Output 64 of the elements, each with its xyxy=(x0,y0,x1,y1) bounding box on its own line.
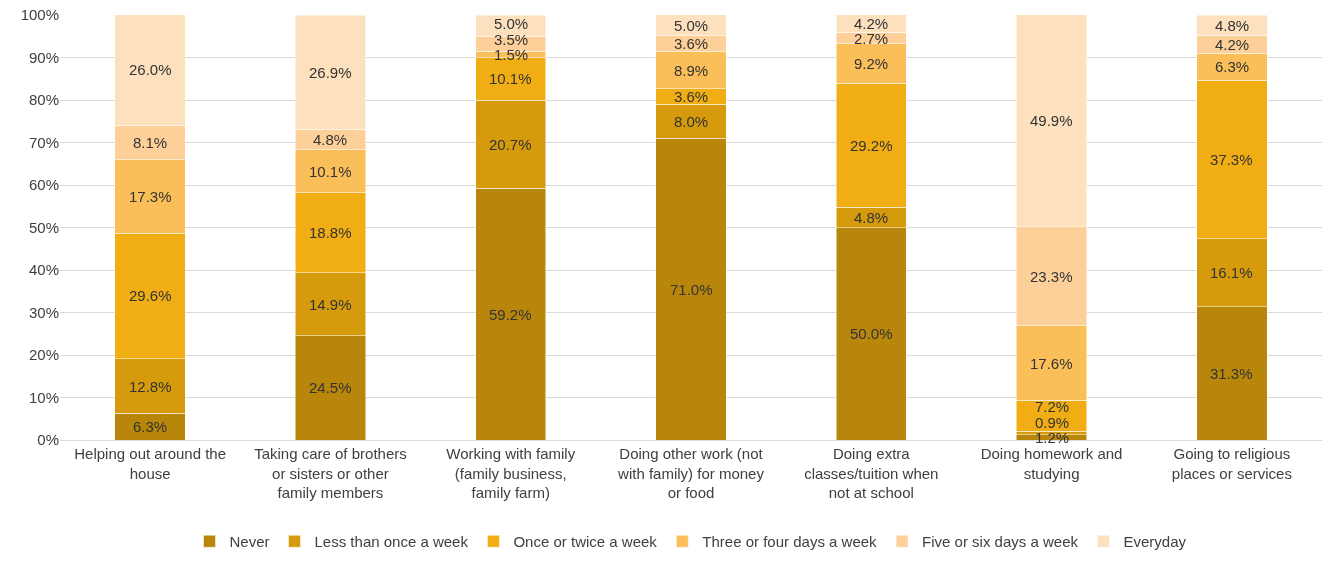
data-label: 2.7% xyxy=(854,30,889,47)
x-tick-label: Working with family (family business, family farm) xyxy=(446,445,576,501)
data-label: 24.5% xyxy=(309,379,352,396)
legend-label: Five or six days a week xyxy=(922,533,1079,551)
data-label: 26.9% xyxy=(309,64,352,81)
y-tick-label: 0% xyxy=(37,431,59,449)
data-label: 59.2% xyxy=(489,306,532,323)
y-tick-label: 90% xyxy=(28,48,59,66)
data-label: 4.8% xyxy=(1215,17,1250,34)
data-label: 29.6% xyxy=(129,287,172,304)
data-label: 5.0% xyxy=(494,15,529,32)
y-tick-label: 70% xyxy=(28,133,59,151)
data-label: 37.3% xyxy=(1210,151,1253,168)
legend-label: Less than once a week xyxy=(314,533,469,551)
data-label: 31.3% xyxy=(1210,365,1253,382)
x-tick-label: Doing homework and studying xyxy=(980,445,1123,482)
data-label: 6.3% xyxy=(133,418,168,435)
y-tick-label: 30% xyxy=(28,303,59,321)
data-label: 49.9% xyxy=(1030,112,1073,129)
y-tick-label: 10% xyxy=(28,388,59,406)
y-tick-label: 40% xyxy=(28,261,59,279)
legend-label: Everyday xyxy=(1123,533,1187,551)
data-label: 4.2% xyxy=(1215,36,1250,53)
data-label: 4.2% xyxy=(854,15,889,32)
data-label: 10.1% xyxy=(489,70,532,87)
legend-label: Never xyxy=(229,533,270,551)
y-tick-label: 20% xyxy=(28,346,59,364)
data-label: 29.2% xyxy=(850,137,893,154)
data-label: 3.6% xyxy=(674,88,709,105)
data-label: 6.3% xyxy=(1215,58,1250,75)
y-tick-label: 50% xyxy=(28,218,59,236)
data-label: 12.8% xyxy=(129,378,172,395)
data-label: 10.1% xyxy=(309,163,352,180)
data-label: 50.0% xyxy=(850,325,893,342)
x-tick-label: Doing extra classes/tuition when not at school xyxy=(804,445,939,501)
data-label: 26.0% xyxy=(129,61,172,78)
legend-label: Once or twice a week xyxy=(513,533,658,551)
y-tick-label: 60% xyxy=(28,176,59,194)
data-label: 7.2% xyxy=(1035,398,1070,415)
x-tick-label: Going to religious places or services xyxy=(1171,445,1292,482)
data-label: 17.6% xyxy=(1030,355,1073,372)
legend-label: Three or four days a week xyxy=(702,533,878,551)
y-tick-label: 100% xyxy=(20,6,59,24)
data-label: 8.1% xyxy=(133,134,168,151)
data-label: 3.5% xyxy=(494,31,529,48)
data-label: 18.8% xyxy=(309,224,352,241)
data-label: 8.9% xyxy=(674,62,709,79)
data-label: 14.9% xyxy=(309,296,352,313)
data-label: 71.0% xyxy=(670,281,713,298)
data-label: 16.1% xyxy=(1210,264,1253,281)
data-label: 5.0% xyxy=(674,17,709,34)
x-tick-label: Taking care of brothers or sisters or other family members xyxy=(254,445,407,501)
y-tick-label: 80% xyxy=(28,91,59,109)
x-tick-label: Helping out around the house xyxy=(74,445,227,482)
x-tick-label: Doing other work (not with family) for money or food xyxy=(617,445,765,501)
data-label: 4.8% xyxy=(854,209,889,226)
data-label: 4.8% xyxy=(313,131,348,148)
data-label: 20.7% xyxy=(489,136,532,153)
data-label: 8.0% xyxy=(674,113,709,130)
data-label: 3.6% xyxy=(674,35,709,52)
data-label: 23.3% xyxy=(1030,268,1073,285)
data-label: 0.9% xyxy=(1035,414,1070,431)
data-label: 17.3% xyxy=(129,188,172,205)
data-label: 9.2% xyxy=(854,55,889,72)
